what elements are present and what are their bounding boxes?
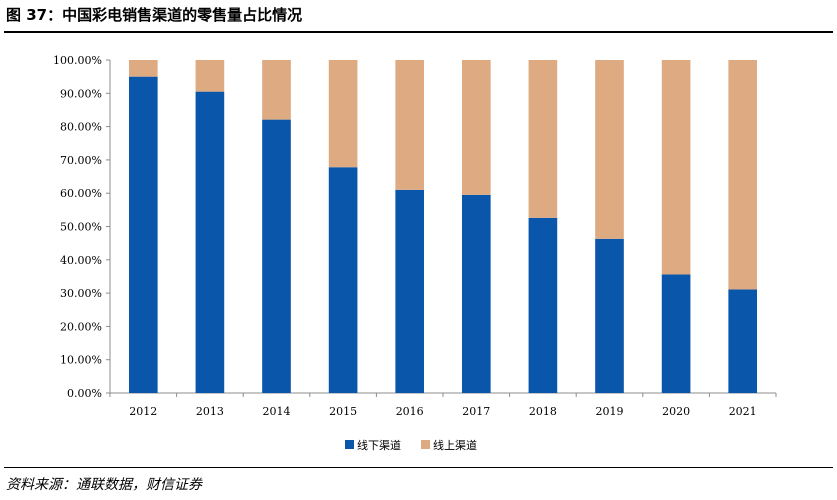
bar-series0-2018 [528, 217, 558, 393]
bar-series0-2021 [728, 289, 758, 393]
bar-series1-2018 [528, 60, 558, 218]
x-tick-label: 2018 [529, 405, 557, 418]
bar-series1-2014 [262, 60, 291, 120]
y-tick-label: 40.00% [60, 254, 102, 267]
source-note: 资料来源：通联数据，财信证券 [6, 477, 202, 493]
legend-label-0: 线下渠道 [357, 438, 401, 452]
y-tick-label: 20.00% [60, 320, 102, 333]
y-tick-label: 70.00% [60, 154, 102, 167]
x-tick-label: 2019 [596, 405, 624, 418]
x-tick-label: 2014 [263, 405, 291, 418]
y-tick-label: 80.00% [60, 121, 102, 134]
bar-series0-2013 [195, 91, 225, 393]
legend-swatch-1 [421, 440, 430, 449]
y-axis: 0.00% 10.00% 20.00% 30.00% 40.00% 50.00% 60.00… [53, 54, 111, 400]
bar-series0-2016 [395, 189, 425, 393]
y-tick-label: 90.00% [60, 87, 102, 100]
stacked-bar-chart: 0.00% 10.00% 20.00% 30.00% 40.00% 50.00% 60.00… [53, 54, 777, 452]
bar-series0-2012 [128, 76, 158, 394]
bar-series0-2019 [595, 238, 624, 393]
bar-series0-2017 [461, 194, 491, 393]
x-tick-label: 2017 [462, 405, 490, 418]
x-tick-label: 2015 [329, 405, 357, 418]
bar-series1-2015 [328, 60, 358, 168]
x-axis: 2012 2013 2014 2015 2016 2017 2018 2019 2020 2021 [109, 392, 777, 418]
legend-swatch-0 [345, 440, 354, 449]
y-tick-label: 30.00% [60, 287, 102, 300]
x-tick-label: 2021 [729, 405, 757, 418]
title-rule [4, 31, 833, 33]
bars [128, 60, 758, 394]
x-tick-label: 2013 [196, 405, 224, 418]
x-tick-label: 2020 [662, 405, 690, 418]
bar-series1-2012 [128, 60, 158, 77]
y-tick-label: 100.00% [53, 54, 102, 67]
y-tick-label: 60.00% [60, 187, 102, 200]
y-tick-label: 10.00% [60, 354, 102, 367]
figure-title: 图 37：中国彩电销售渠道的零售量占比情况 [6, 6, 303, 24]
bar-series1-2021 [728, 60, 758, 290]
bottom-rule [4, 467, 833, 468]
bar-series1-2019 [595, 60, 624, 239]
x-tick-label: 2016 [396, 405, 424, 418]
bar-series1-2017 [461, 60, 491, 195]
y-tick-label: 0.00% [67, 387, 102, 400]
y-tick-label: 50.00% [60, 221, 102, 234]
legend-label-1: 线上渠道 [433, 438, 477, 452]
x-tick-label: 2012 [129, 405, 157, 418]
bar-series1-2020 [661, 60, 691, 275]
bar-series0-2014 [262, 119, 291, 394]
bar-series0-2015 [328, 167, 358, 393]
bar-series0-2020 [661, 274, 691, 393]
bar-series1-2013 [195, 60, 225, 92]
legend: 线下渠道 线上渠道 [345, 438, 477, 452]
bar-series1-2016 [395, 60, 425, 190]
